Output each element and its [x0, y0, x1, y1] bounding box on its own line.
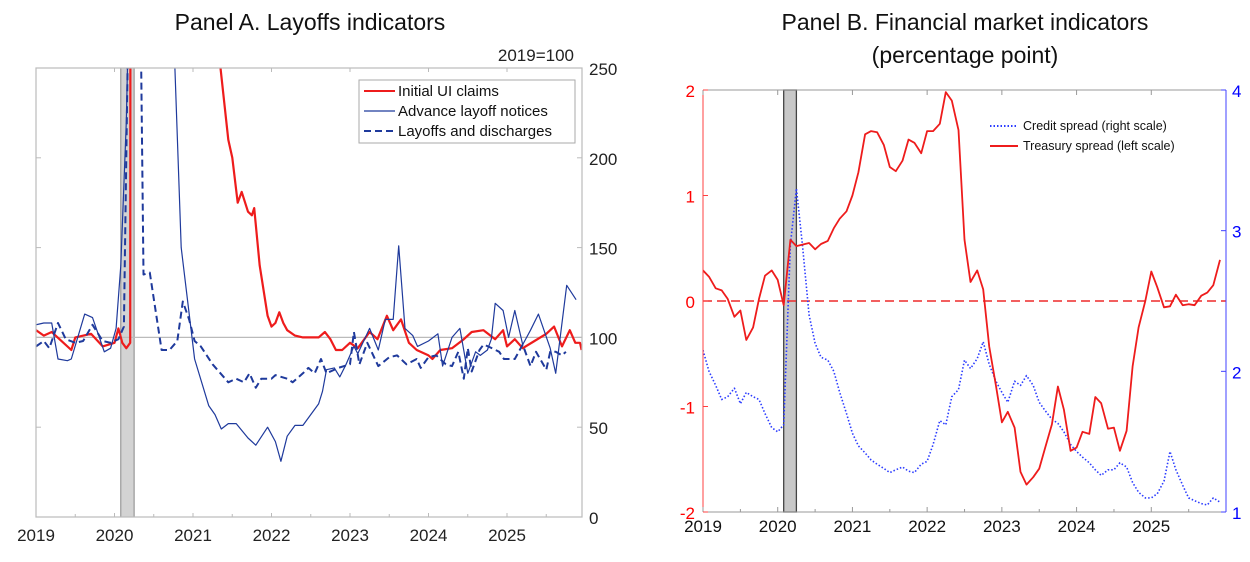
panel-b-title: Panel B. Financial market indicators	[782, 9, 1149, 35]
legend-label-ui-claims: Initial UI claims	[398, 83, 499, 100]
y-tick-label: 50	[589, 419, 608, 438]
panel-a-legend: Initial UI claims Advance layoff notices…	[358, 79, 576, 144]
legend-label-layoffs-discharges: Layoffs and discharges	[398, 123, 552, 140]
panel-b-series	[703, 91, 1221, 506]
x-tick-label: 2022	[253, 526, 291, 545]
panel-a-title: Panel A. Layoffs indicators	[175, 9, 446, 35]
panel-a-unit-label: 2019=100	[498, 46, 574, 65]
right-y-tick-label: 1	[1232, 504, 1241, 523]
y-tick-label: 250	[589, 60, 617, 79]
recession-shading	[120, 67, 135, 518]
x-tick-label: 2025	[1132, 517, 1170, 536]
panel-a-series	[36, 68, 582, 462]
x-tick-label: 2025	[488, 526, 526, 545]
right-y-tick-label: 2	[1232, 363, 1241, 382]
legend-label-advance-notices: Advance layoff notices	[398, 103, 548, 120]
x-tick-label: 2021	[174, 526, 212, 545]
panel-a: Panel A. Layoffs indicators 2019=100 201…	[17, 9, 617, 545]
y-tick-label: 100	[589, 329, 617, 348]
y-tick-label: 200	[589, 150, 617, 169]
series-line-initial-ui-claims	[36, 68, 582, 361]
y-tick-label: 0	[589, 509, 598, 528]
x-tick-label: 2020	[759, 517, 797, 536]
left-y-tick-label: -1	[680, 399, 695, 418]
x-tick-label: 2019	[684, 517, 722, 536]
x-tick-label: 2020	[96, 526, 134, 545]
left-y-tick-label: -2	[680, 504, 695, 523]
x-tick-label: 2021	[834, 517, 872, 536]
x-tick-label: 2022	[908, 517, 946, 536]
panel-b-axes: 2019 2020 2021 2022 2023 2024 2025 -2 -1 0 1 2 1 2 3 4	[680, 82, 1242, 536]
legend-label-credit-spread: Credit spread (right scale)	[1023, 119, 1167, 133]
x-tick-label: 2023	[331, 526, 369, 545]
legend-label-treasury-spread: Treasury spread (left scale)	[1023, 139, 1175, 153]
series-line-advance-layoff-notices	[36, 68, 577, 462]
x-tick-label: 2024	[410, 526, 448, 545]
left-y-tick-label: 2	[686, 82, 695, 101]
x-tick-label: 2023	[983, 517, 1021, 536]
right-y-tick-label: 3	[1232, 223, 1241, 242]
series-line-treasury-spread-left-scale	[703, 91, 1221, 486]
left-y-tick-label: 1	[686, 188, 695, 207]
panel-a-frame	[35, 67, 583, 518]
y-tick-label: 150	[589, 240, 617, 259]
panel-a-axes: 2019 2020 2021 2022 2023 2024 2025 0 50 100 150 200…	[17, 60, 617, 545]
x-tick-label: 2024	[1058, 517, 1096, 536]
panel-b-legend: Credit spread (right scale) Treasury spr…	[990, 119, 1175, 153]
panel-b-subtitle: (percentage point)	[872, 42, 1059, 68]
x-tick-label: 2019	[17, 526, 55, 545]
right-y-tick-label: 4	[1232, 82, 1241, 101]
left-y-tick-label: 0	[686, 293, 695, 312]
panel-b: Panel B. Financial market indicators (pe…	[680, 9, 1242, 536]
series-line-credit-spread-right-scale	[703, 187, 1221, 506]
